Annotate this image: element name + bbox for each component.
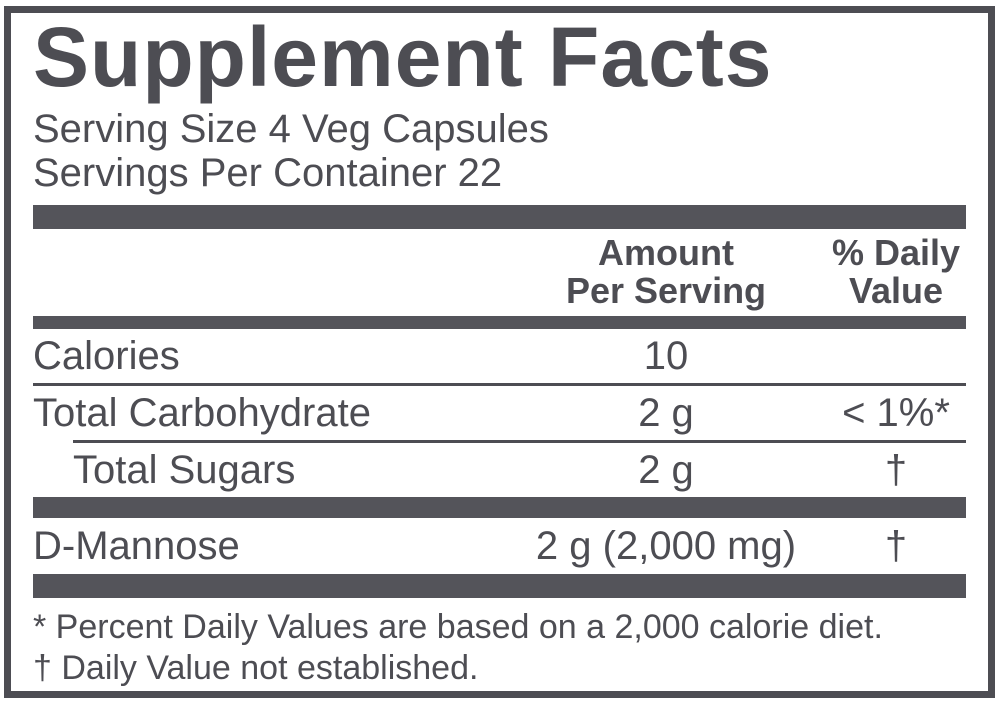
table-row-total-sugars: Total Sugars 2 g †: [33, 443, 966, 497]
table-row-calories: Calories 10: [33, 329, 966, 383]
daily-value-header: % Daily Value: [826, 232, 966, 312]
nutrient-amount: 2 g: [638, 391, 694, 436]
footnote-daily-value-not-established: † Daily Value not established.: [33, 649, 479, 688]
nutrient-name: Total Sugars: [73, 448, 296, 493]
nutrient-amount: 10: [643, 334, 689, 379]
table-row-total-carbohydrate: Total Carbohydrate 2 g < 1%*: [33, 386, 966, 440]
servings-per-container-line: Servings Per Container 22: [33, 151, 503, 195]
nutrient-name: Calories: [33, 334, 180, 379]
serving-size-line: Serving Size 4 Veg Capsules: [33, 107, 549, 151]
nutrient-daily-value: †: [884, 448, 908, 493]
table-row-d-mannose: D-Mannose 2 g (2,000 mg) †: [33, 518, 966, 574]
dv-header-line1: % Daily: [831, 232, 961, 273]
ingredient-amount: 2 g (2,000 mg): [535, 524, 797, 569]
amount-header-line1: Amount: [598, 232, 734, 273]
nutrient-name: Total Carbohydrate: [33, 391, 371, 436]
separator-bar-header: [33, 316, 966, 330]
panel-title: Supplement Facts: [33, 10, 773, 104]
footnotes: * Percent Daily Values are based on a 2,…: [33, 607, 966, 689]
amount-header-line2: Per Serving: [565, 270, 767, 312]
dv-header-line2: Value: [848, 270, 944, 312]
nutrient-daily-value: < 1%*: [842, 391, 950, 436]
ingredient-daily-value: †: [884, 524, 908, 569]
supplement-facts-panel: Supplement Facts Serving Size 4 Veg Caps…: [4, 6, 995, 698]
column-header-row: Amount Per Serving % Daily Value: [33, 229, 966, 316]
ingredient-name: D-Mannose: [33, 524, 240, 569]
separator-bar-bottom: [33, 574, 966, 599]
separator-bar-top: [33, 205, 966, 229]
separator-bar-middle: [33, 497, 966, 519]
row-divider: [33, 383, 966, 387]
nutrient-amount: 2 g: [638, 448, 694, 493]
footnote-percent-daily-value: * Percent Daily Values are based on a 2,…: [33, 608, 883, 647]
amount-per-serving-header: Amount Per Serving: [506, 232, 826, 312]
row-divider-indented: [73, 440, 966, 444]
